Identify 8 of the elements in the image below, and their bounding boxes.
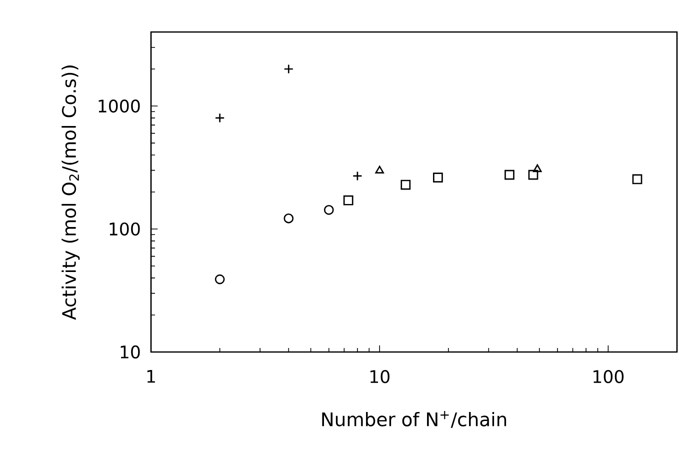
y-tick-label: 100: [110, 222, 140, 236]
y-tick-label: 10: [120, 345, 140, 359]
x-axis-title: Number of N$^{+}$/chain: [322, 410, 506, 428]
x-tick-label: 1: [147, 370, 155, 383]
x-tick-label: 10: [370, 370, 390, 384]
x-tick-label: 100: [594, 370, 624, 384]
y-tick-label: 1000: [98, 99, 140, 113]
y-axis-title: Activity (mol O$_{2}$/(mol Co.s)): [62, 66, 80, 320]
